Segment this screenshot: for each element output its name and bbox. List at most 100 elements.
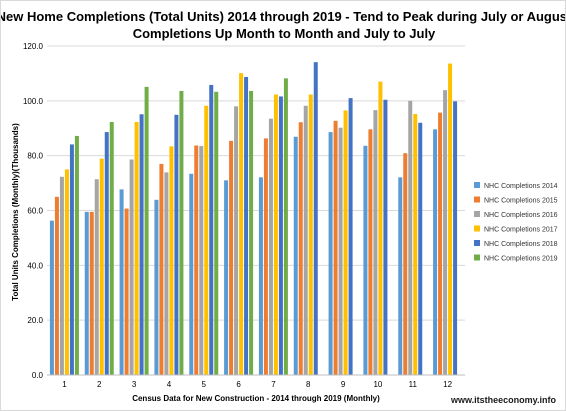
- bar-nhc-completions-2015-m2: [89, 211, 94, 375]
- bar-nhc-completions-2015-m4: [159, 163, 164, 375]
- x-tick-label: 2: [97, 380, 102, 389]
- bar-nhc-completions-2016-m2: [94, 179, 99, 375]
- bar-nhc-completions-2014-m9: [328, 132, 333, 375]
- bar-nhc-completions-2019-m7: [283, 78, 288, 375]
- bar-nhc-completions-2016-m9: [338, 127, 343, 376]
- bar-nhc-completions-2014-m8: [293, 136, 298, 375]
- y-tick-label: 100.0: [23, 97, 44, 106]
- bar-nhc-completions-2018-m10: [383, 99, 388, 375]
- bar-nhc-completions-2018-m12: [453, 101, 458, 376]
- bar-nhc-completions-2017-m3: [134, 121, 139, 375]
- legend-label: NHC Completions 2018: [484, 241, 558, 248]
- legend-item: NHC Completions 2017: [474, 225, 558, 234]
- y-tick-label: 40.0: [27, 261, 43, 270]
- x-tick-label: 3: [132, 380, 137, 389]
- legend-swatch: [474, 254, 480, 261]
- bar-nhc-completions-2017-m11: [413, 113, 418, 375]
- legend-swatch: [474, 211, 480, 217]
- bar-nhc-completions-2017-m5: [204, 105, 209, 375]
- x-tick-label: 7: [271, 380, 276, 389]
- bar-nhc-completions-2018-m5: [209, 84, 214, 375]
- legend-label: NHC Completions 2014: [484, 183, 558, 190]
- bar-nhc-completions-2015-m1: [54, 196, 59, 375]
- bar-nhc-completions-2015-m11: [403, 153, 408, 375]
- bar-nhc-completions-2018-m4: [174, 114, 179, 376]
- x-tick-label: 5: [202, 380, 207, 389]
- bar-nhc-completions-2014-m10: [363, 145, 368, 375]
- x-tick-label: 6: [236, 380, 241, 389]
- bar-nhc-completions-2016-m10: [373, 110, 378, 375]
- bar-nhc-completions-2015-m12: [438, 112, 443, 375]
- y-tick-label: 80.0: [27, 152, 43, 161]
- bar-nhc-completions-2016-m7: [268, 118, 273, 375]
- bar-nhc-completions-2017-m1: [64, 169, 69, 375]
- bar-nhc-completions-2017-m12: [448, 63, 453, 376]
- bar-nhc-completions-2015-m9: [333, 120, 338, 375]
- legend-swatch: [474, 182, 480, 188]
- bar-nhc-completions-2014-m3: [119, 189, 124, 375]
- bar-nhc-completions-2019-m5: [214, 91, 219, 376]
- bar-nhc-completions-2016-m3: [129, 159, 134, 375]
- y-axis-ticks: 0.0 20.0 40.0 60.0 80.0 100.0 120.0: [23, 42, 44, 380]
- x-axis-label: Census Data for New Construction - 2014 …: [132, 394, 380, 403]
- x-tick-label: 8: [306, 380, 311, 389]
- bar-nhc-completions-2019-m1: [74, 135, 79, 375]
- watermark: www.itstheeconomy.info: [450, 395, 557, 405]
- bar-nhc-completions-2014-m2: [84, 211, 89, 375]
- legend-label: NHC Completions 2019: [484, 256, 558, 263]
- bar-nhc-completions-2014-m1: [49, 220, 54, 375]
- bar-nhc-completions-2019-m6: [249, 90, 254, 376]
- bar-nhc-completions-2016-m5: [199, 146, 204, 375]
- y-tick-label: 60.0: [27, 207, 43, 216]
- x-tick-label: 1: [62, 380, 67, 389]
- legend-label: NHC Completions 2015: [484, 198, 558, 205]
- legend-item: NHC Completions 2016: [474, 211, 558, 219]
- x-tick-label: 12: [443, 380, 452, 389]
- legend-label: NHC Completions 2017: [484, 227, 558, 234]
- x-tick-label: 9: [341, 380, 346, 389]
- y-tick-label: 20.0: [27, 316, 43, 325]
- bar-nhc-completions-2016-m1: [59, 176, 64, 375]
- bar-nhc-completions-2016-m8: [303, 105, 308, 375]
- bar-nhc-completions-2017-m2: [99, 158, 104, 375]
- bar-nhc-completions-2018-m8: [313, 62, 318, 375]
- bar-nhc-completions-2017-m9: [343, 110, 348, 375]
- bar-nhc-completions-2018-m11: [418, 122, 423, 376]
- y-tick-label: 0.0: [32, 371, 44, 380]
- bar-nhc-completions-2018-m2: [104, 132, 109, 375]
- bar-nhc-completions-2014-m11: [398, 177, 403, 375]
- bar-nhc-completions-2016-m12: [443, 90, 448, 375]
- bar-nhc-completions-2014-m4: [154, 199, 159, 375]
- bar-nhc-completions-2016-m6: [234, 106, 239, 376]
- chart-title-line-1: New Home Completions (Total Units) 2014 …: [0, 9, 566, 24]
- bar-nhc-completions-2019-m2: [109, 121, 114, 375]
- gridlines: [47, 45, 465, 376]
- bar-nhc-completions-2015-m7: [263, 138, 268, 375]
- bar-nhc-completions-2017-m4: [169, 146, 174, 375]
- bar-nhc-completions-2018-m6: [244, 76, 249, 375]
- legend-item: NHC Completions 2018: [474, 240, 558, 248]
- bar-nhc-completions-2014-m5: [189, 173, 194, 375]
- y-tick-label: 120.0: [23, 42, 44, 51]
- legend-label: NHC Completions 2016: [484, 212, 558, 219]
- bar-nhc-completions-2014-m7: [258, 177, 263, 375]
- bar-nhc-completions-2017-m8: [308, 94, 313, 375]
- bar-nhc-completions-2014-m6: [224, 180, 229, 375]
- bar-nhc-completions-2015-m5: [194, 145, 199, 375]
- bar-nhc-completions-2018-m9: [348, 98, 353, 375]
- bar-nhc-completions-2015-m8: [298, 122, 303, 376]
- legend-item: NHC Completions 2015: [474, 196, 558, 205]
- bar-nhc-completions-2015-m10: [368, 129, 373, 375]
- x-tick-label: 10: [373, 380, 382, 389]
- bar-nhc-completions-2017-m6: [239, 73, 244, 375]
- y-axis-label: Total Units Completions (Monthly)(Thousa…: [11, 123, 20, 301]
- legend-swatch: [474, 240, 480, 246]
- legend-swatch: [474, 196, 480, 203]
- x-tick-label: 11: [409, 380, 418, 389]
- bars: [49, 62, 458, 376]
- bar-nhc-completions-2016-m4: [164, 172, 169, 375]
- bar-nhc-completions-2017-m7: [273, 94, 278, 375]
- legend-item: NHC Completions 2019: [474, 254, 558, 263]
- bar-nhc-completions-2018-m3: [139, 114, 144, 375]
